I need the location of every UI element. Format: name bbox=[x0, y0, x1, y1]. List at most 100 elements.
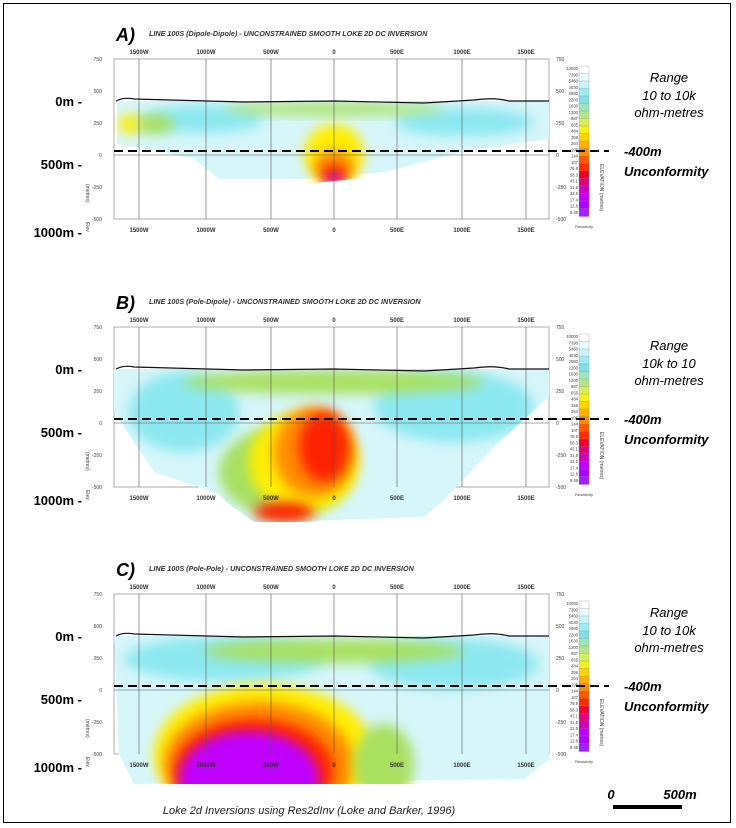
x-tick-top: 500E bbox=[390, 50, 404, 56]
depth-label: 0m - bbox=[55, 629, 82, 644]
colorbar-swatch bbox=[578, 148, 590, 157]
colorbar-swatch bbox=[578, 200, 590, 210]
elevation-tick-left: 0 bbox=[99, 421, 102, 427]
elevation-tick-left: 250 bbox=[94, 656, 103, 662]
topography-line bbox=[115, 365, 549, 372]
right-axis-label: ELEVATION (metres) bbox=[598, 164, 604, 212]
colorbar-value: 887 bbox=[571, 116, 579, 121]
elevation-tick-left: 500 bbox=[94, 624, 103, 630]
colorbar-swatch bbox=[578, 720, 590, 730]
colorbar-value: 17.4 bbox=[570, 732, 579, 737]
x-tick-top: 1000W bbox=[196, 585, 215, 591]
colorbar-swatch bbox=[578, 155, 590, 165]
colorbar-value: 9.48 bbox=[570, 210, 579, 215]
x-tick-bottom: 1000E bbox=[453, 496, 470, 502]
range-unit: ohm-metres bbox=[634, 373, 704, 388]
right-axis-label: ELEVATION (metres) bbox=[598, 432, 604, 480]
colorbar-value: 2980 bbox=[569, 91, 579, 96]
colorbar-value: 1200 bbox=[569, 645, 579, 650]
x-tick-bottom: 0 bbox=[332, 763, 336, 769]
elevation-tick-right: 750 bbox=[556, 592, 565, 598]
colorbar-swatch bbox=[578, 660, 590, 670]
colorbar-value: 358 bbox=[571, 670, 579, 675]
colorbar-swatch bbox=[578, 95, 590, 105]
range-label: Range bbox=[650, 605, 688, 620]
figure-frame: A) LINE 100S (Dipole-Dipole) - UNCONSTRAI… bbox=[3, 3, 731, 823]
inversion-panel: A) LINE 100S (Dipole-Dipole) - UNCONSTRAI… bbox=[34, 25, 710, 240]
colorbar-swatch bbox=[578, 615, 590, 625]
colorbar-value: 23.5 bbox=[570, 191, 579, 196]
x-tick-bottom: 1000W bbox=[196, 496, 215, 502]
elevation-tick-right: 750 bbox=[556, 325, 565, 331]
colorbar-value: 2980 bbox=[569, 626, 579, 631]
colorbar-value: 10000 bbox=[566, 334, 578, 339]
panel-letter: B) bbox=[116, 293, 135, 313]
elevation-tick-left: -250 bbox=[92, 453, 102, 459]
x-tick-top: 1500W bbox=[129, 585, 148, 591]
colorbar-value: 655 bbox=[571, 657, 579, 662]
colorbar-value: 887 bbox=[571, 651, 579, 656]
colorbar-value: 655 bbox=[571, 390, 579, 395]
range-value: 10 to 10k bbox=[642, 88, 697, 103]
left-axis-label: (metres) bbox=[84, 719, 90, 738]
elevation-tick-right: 750 bbox=[556, 57, 565, 63]
resistivity-section bbox=[117, 101, 549, 184]
colorbar-value: 58.3 bbox=[570, 440, 579, 445]
colorbar-swatch bbox=[578, 446, 590, 455]
x-tick-bottom: 1000E bbox=[453, 228, 470, 234]
left-axis-label2: Elev bbox=[84, 222, 90, 232]
colorbar-value: 43.1 bbox=[570, 179, 579, 184]
colorbar-swatch bbox=[578, 653, 590, 662]
resistivity-zone bbox=[354, 724, 414, 784]
colorbar-value: 4030 bbox=[569, 620, 579, 625]
depth-label: 500m - bbox=[41, 425, 82, 440]
colorbar-swatch bbox=[578, 743, 590, 752]
x-tick-top: 500E bbox=[390, 585, 404, 591]
colorbar-swatch bbox=[578, 163, 590, 172]
colorbar-swatch bbox=[578, 386, 590, 395]
colorbar-swatch bbox=[578, 208, 590, 217]
colorbar-value: 1630 bbox=[569, 372, 579, 377]
x-tick-top: 1500E bbox=[517, 318, 534, 324]
colorbar-value: 7390 bbox=[569, 72, 579, 77]
colorbar-value: 2200 bbox=[569, 365, 579, 370]
colorbar-swatch bbox=[578, 110, 590, 120]
colorbar-swatch bbox=[578, 645, 590, 655]
x-tick-top: 1500E bbox=[517, 585, 534, 591]
elevation-tick-right: -250 bbox=[556, 720, 566, 726]
x-tick-top: 500W bbox=[263, 50, 279, 56]
elevation-tick-left: 250 bbox=[94, 389, 103, 395]
colorbar-value: 10000 bbox=[566, 66, 578, 71]
colorbar-value: 5460 bbox=[569, 347, 579, 352]
colorbar-swatch bbox=[578, 698, 590, 707]
colorbar-value: 17.4 bbox=[570, 197, 579, 202]
colorbar-swatch bbox=[578, 675, 590, 685]
panel-title: LINE 100S (Dipole-Dipole) - UNCONSTRAINE… bbox=[149, 29, 428, 38]
colorbar-value: 17.4 bbox=[570, 465, 579, 470]
resistivity-zone bbox=[129, 372, 239, 452]
x-tick-bottom: 500W bbox=[263, 763, 279, 769]
resistivity-zone bbox=[299, 412, 349, 482]
colorbar-value: 107 bbox=[571, 160, 579, 165]
x-tick-top: 1000E bbox=[453, 50, 470, 56]
elevation-tick-right: -500 bbox=[556, 752, 566, 758]
colorbar-swatch bbox=[578, 193, 590, 202]
x-tick-bottom: 0 bbox=[332, 496, 336, 502]
colorbar-value: 7390 bbox=[569, 340, 579, 345]
x-tick-top: 1500W bbox=[129, 318, 148, 324]
colorbar-value: 43.1 bbox=[570, 714, 579, 719]
elevation-tick-left: 750 bbox=[94, 57, 103, 63]
left-axis-label: (metres) bbox=[84, 184, 90, 203]
depth-label: 1000m - bbox=[34, 493, 82, 508]
colorbar-value: 78.9 bbox=[570, 434, 579, 439]
scale-bar: 0 500m bbox=[607, 787, 697, 809]
resistivity-section bbox=[114, 369, 549, 522]
colorbar-value: 9.48 bbox=[570, 478, 579, 483]
colorbar-value: 2980 bbox=[569, 359, 579, 364]
elevation-tick-left: 0 bbox=[99, 153, 102, 159]
colorbar-swatch bbox=[578, 356, 590, 365]
colorbar-swatch bbox=[578, 363, 590, 373]
depth-label: 0m - bbox=[55, 362, 82, 377]
